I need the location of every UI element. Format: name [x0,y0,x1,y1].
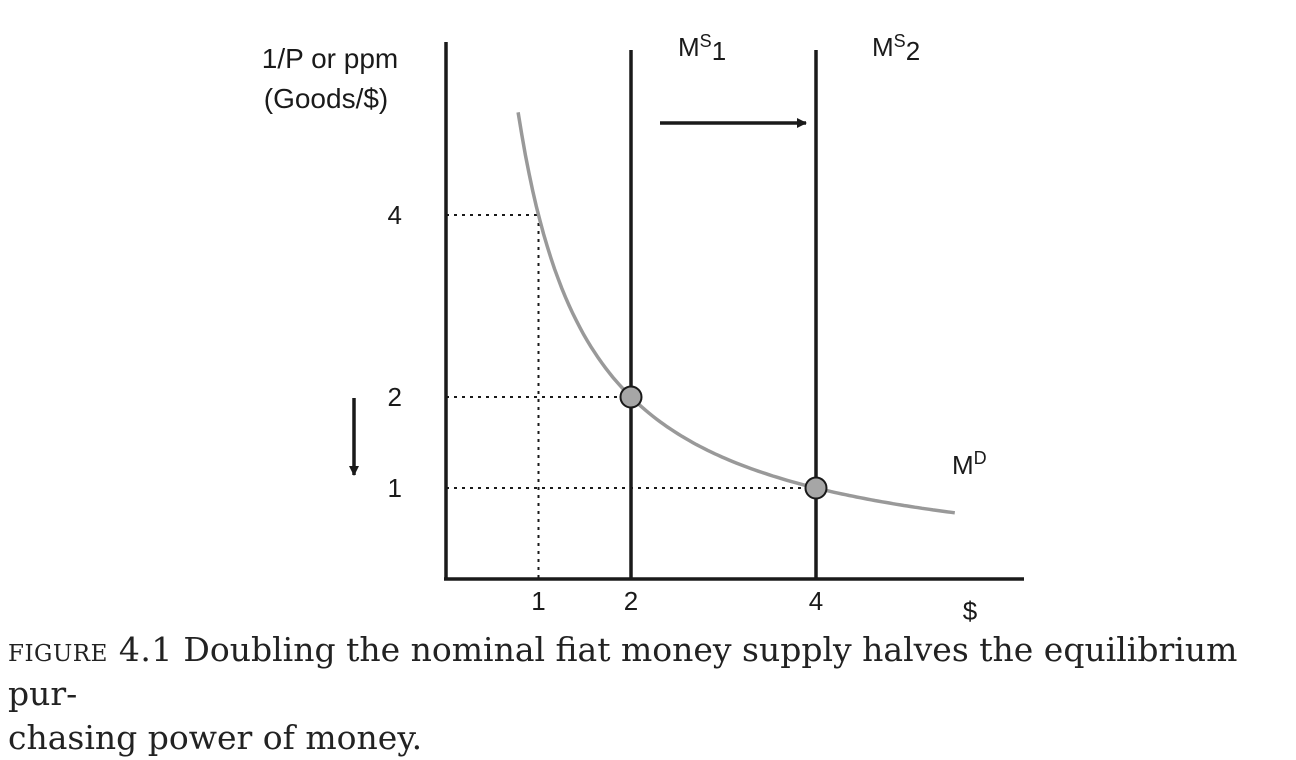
y-tick-label-1: 1 [388,473,402,503]
x-tick-label-4: 4 [809,586,823,616]
y-tick-label-2: 2 [388,382,402,412]
supply-label-2-superscript: S [894,31,906,51]
y-tick-labels: 1 2 4 [388,200,402,503]
supply-lines [629,50,818,579]
demand-label-base: M [952,450,974,480]
supply-label-1: MS1 [678,31,726,66]
supply-label-2: MS2 [872,31,920,66]
x-axis-label: $ [963,596,978,626]
caption-figure-label: figure 4.1 [8,630,173,669]
demand-label: MD [952,448,987,480]
y-tick-label-4: 4 [388,200,402,230]
supply-label-1-base: M [678,32,700,62]
y-axis-label-line1: 1/P or ppm [262,43,398,74]
demand-curve [516,112,956,515]
figure-caption: figure 4.1 Doubling the nominal fiat mon… [8,628,1288,760]
supply-label-1-subscript: 1 [712,36,726,66]
caption-text: Doubling the nominal fiat money supply h… [8,630,1238,713]
demand-label-superscript: D [974,448,987,468]
caption-text-line2: chasing power of money. [8,718,423,757]
equilibrium-points [619,385,828,500]
supply-label-2-base: M [872,32,894,62]
supply-label-1-superscript: S [700,31,712,51]
equilibrium-point-2 [804,476,828,500]
supply-label-2-subscript: 2 [906,36,920,66]
equilibrium-point-1 [619,385,643,409]
y-axis-label-line2: (Goods/$) [264,83,389,114]
x-tick-label-2: 2 [624,586,638,616]
x-tick-label-1: 1 [531,586,545,616]
x-tick-labels: 1 2 4 [531,586,823,616]
